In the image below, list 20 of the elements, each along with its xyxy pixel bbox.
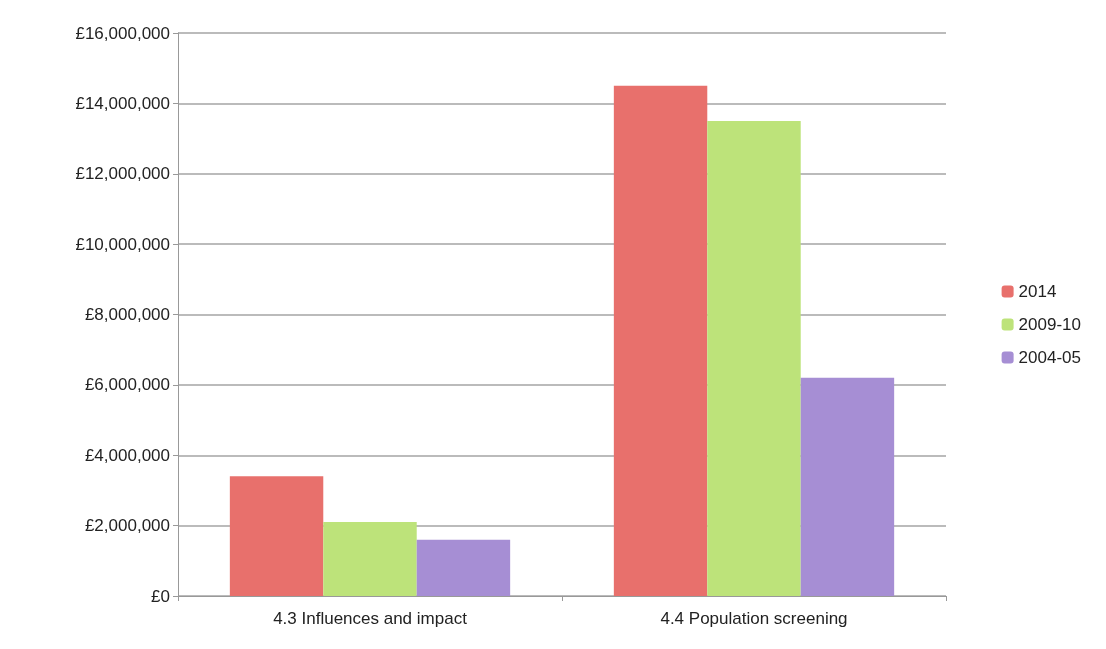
y-tick-label: £10,000,000 [75, 234, 170, 254]
y-tick-label: £0 [151, 586, 170, 606]
y-tick-label: £4,000,000 [84, 445, 170, 465]
y-tick-label: £6,000,000 [84, 375, 170, 395]
y-tick-label: £12,000,000 [75, 164, 170, 184]
y-tick-label: £8,000,000 [84, 305, 170, 324]
y-tick-label: £16,000,000 [75, 23, 170, 43]
x-tick-label: 4.4 Population screening [660, 609, 848, 628]
bar [707, 120, 801, 596]
x-tick-label: 4.3 Influences and impact [273, 609, 468, 628]
y-tick-label: £2,000,000 [84, 516, 170, 536]
legend-label: 2004-05 [1018, 348, 1081, 367]
bar [613, 85, 708, 596]
bar [323, 522, 417, 596]
bar [229, 476, 324, 596]
legend-label: 2014 [1018, 282, 1057, 301]
bar [800, 377, 895, 596]
bar [416, 539, 511, 596]
y-tick-label: £14,000,000 [75, 93, 170, 113]
legend-label: 2009-10 [1018, 315, 1081, 334]
